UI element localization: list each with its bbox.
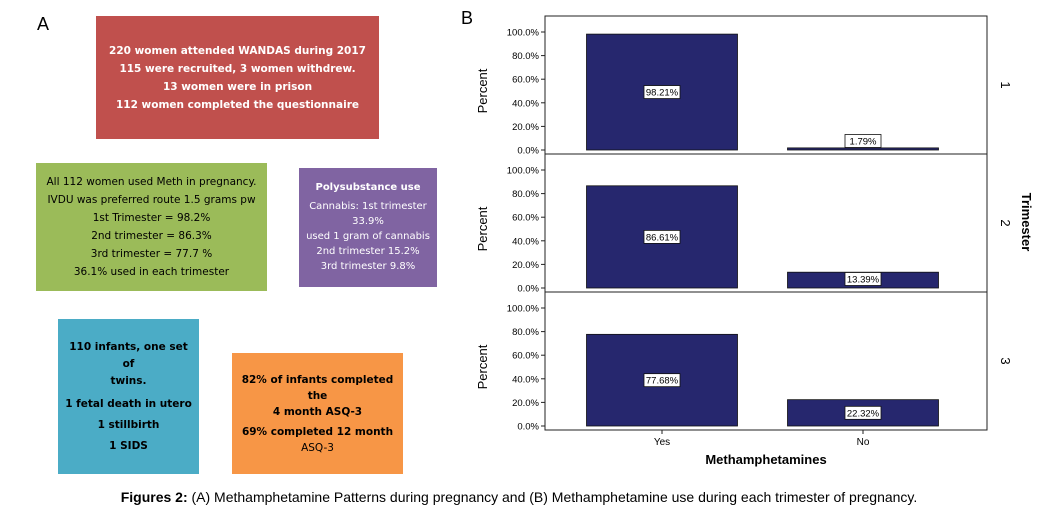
- data-label-box: [844, 134, 882, 148]
- y-tick-label: 20.0%: [512, 260, 539, 271]
- recruitment-line: 13 women were in prison: [162, 80, 313, 93]
- y-tick-label: 100.0%: [507, 166, 540, 177]
- y-tick-label: 100.0%: [507, 304, 540, 315]
- y-tick-label: 0.0%: [517, 146, 539, 157]
- meth-use-line: 2nd trimester = 86.3%: [91, 230, 212, 242]
- facet-label: 1: [998, 81, 1013, 88]
- polysubstance-line: 2nd trimester 15.2%: [316, 245, 420, 257]
- y-tick-label: 80.0%: [512, 189, 539, 200]
- facet-title: Trimester: [1019, 193, 1034, 252]
- figure-caption: Figures 2: (A) Methamphetamine Patterns …: [0, 489, 1038, 505]
- infants-line: 1 stillbirth: [97, 418, 160, 431]
- y-tick-label: 40.0%: [512, 236, 539, 247]
- y-axis-label: Percent: [475, 68, 490, 113]
- y-axis-label: Percent: [475, 344, 490, 389]
- recruitment-line: 220 women attended WANDAS during 2017: [109, 44, 366, 57]
- polysubstance-line: Cannabis: 1st trimester: [309, 200, 427, 212]
- infants-box: 110 infants, one set of twins. 1 fetal d…: [58, 319, 199, 474]
- meth-use-line: 36.1% used in each trimester: [73, 266, 230, 278]
- caption-bold: Figures 2:: [120, 489, 188, 505]
- x-tick-label: No: [857, 437, 870, 448]
- data-label: 13.39%: [847, 275, 880, 286]
- asq-line: 69% completed 12 month: [241, 425, 394, 438]
- infants-line: twins.: [110, 374, 147, 387]
- y-tick-label: 80.0%: [512, 51, 539, 62]
- data-label: 77.68%: [646, 376, 679, 387]
- data-label-box: [844, 272, 882, 286]
- facet-label: 3: [998, 357, 1013, 364]
- trimester-bar-chart: 0.0%20.0%40.0%60.0%80.0%100.0%Percent 98.…: [475, 15, 1034, 467]
- asq-line: 82% of infants completed the: [241, 373, 394, 402]
- y-tick-label: 20.0%: [512, 398, 539, 409]
- infants-line: 1 SIDS: [109, 439, 148, 452]
- meth-use-line: 1st Trimester = 98.2%: [92, 212, 211, 224]
- meth-use-box: All 112 women used Meth in pregnancy. IV…: [36, 163, 267, 291]
- bar: [787, 147, 939, 151]
- polysubstance-line: used 1 gram of cannabis: [306, 230, 430, 242]
- panel-b-letter: B: [461, 8, 474, 28]
- panel-a-letter: A: [37, 14, 50, 34]
- polysubstance-line: 3rd trimester 9.8%: [320, 260, 416, 272]
- y-tick-label: 60.0%: [512, 213, 539, 224]
- y-tick-label: 20.0%: [512, 122, 539, 133]
- data-label-box: [643, 85, 681, 99]
- asq-line: 4 month ASQ-3: [272, 405, 363, 418]
- data-label: 86.61%: [646, 232, 679, 243]
- data-label-box: [643, 230, 681, 244]
- y-tick-label: 40.0%: [512, 98, 539, 109]
- polysubstance-box: Polysubstance use Cannabis: 1st trimeste…: [299, 168, 437, 287]
- infants-line: 1 fetal death in utero: [65, 397, 192, 410]
- polysubstance-line: 33.9%: [352, 215, 384, 227]
- recruitment-box: 220 women attended WANDAS during 2017 11…: [96, 16, 379, 139]
- meth-use-line: All 112 women used Meth in pregnancy.: [46, 176, 257, 188]
- data-label-box: [643, 373, 681, 388]
- data-label: 22.32%: [847, 408, 880, 419]
- y-axis-label: Percent: [475, 206, 490, 251]
- x-tick-label: Yes: [654, 437, 670, 448]
- asq-line: ASQ-3: [301, 441, 334, 454]
- y-tick-label: 0.0%: [517, 284, 539, 295]
- bar: [586, 333, 738, 427]
- asq-box: 82% of infants completed the 4 month ASQ…: [232, 353, 403, 474]
- meth-use-line: IVDU was preferred route 1.5 grams pw: [47, 194, 256, 206]
- y-tick-label: 60.0%: [512, 75, 539, 86]
- data-label-box: [844, 405, 882, 420]
- x-axis-label: Methamphetamines: [705, 452, 826, 467]
- y-tick-label: 80.0%: [512, 327, 539, 338]
- y-tick-label: 60.0%: [512, 351, 539, 362]
- meth-use-line: 3rd trimester = 77.7 %: [90, 248, 213, 260]
- recruitment-line: 112 women completed the questionnaire: [115, 98, 359, 111]
- y-tick-label: 40.0%: [512, 374, 539, 385]
- y-tick-label: 100.0%: [507, 28, 540, 39]
- recruitment-line: 115 were recruited, 3 women withdrew.: [119, 62, 356, 75]
- y-tick-label: 0.0%: [517, 422, 539, 433]
- facet-label: 2: [998, 219, 1013, 226]
- caption-text: (A) Methamphetamine Patterns during preg…: [187, 489, 918, 505]
- polysubstance-title: Polysubstance use: [315, 181, 421, 193]
- data-label: 98.21%: [646, 88, 679, 99]
- data-label: 1.79%: [850, 137, 877, 148]
- infants-line: 110 infants, one set of: [69, 340, 188, 370]
